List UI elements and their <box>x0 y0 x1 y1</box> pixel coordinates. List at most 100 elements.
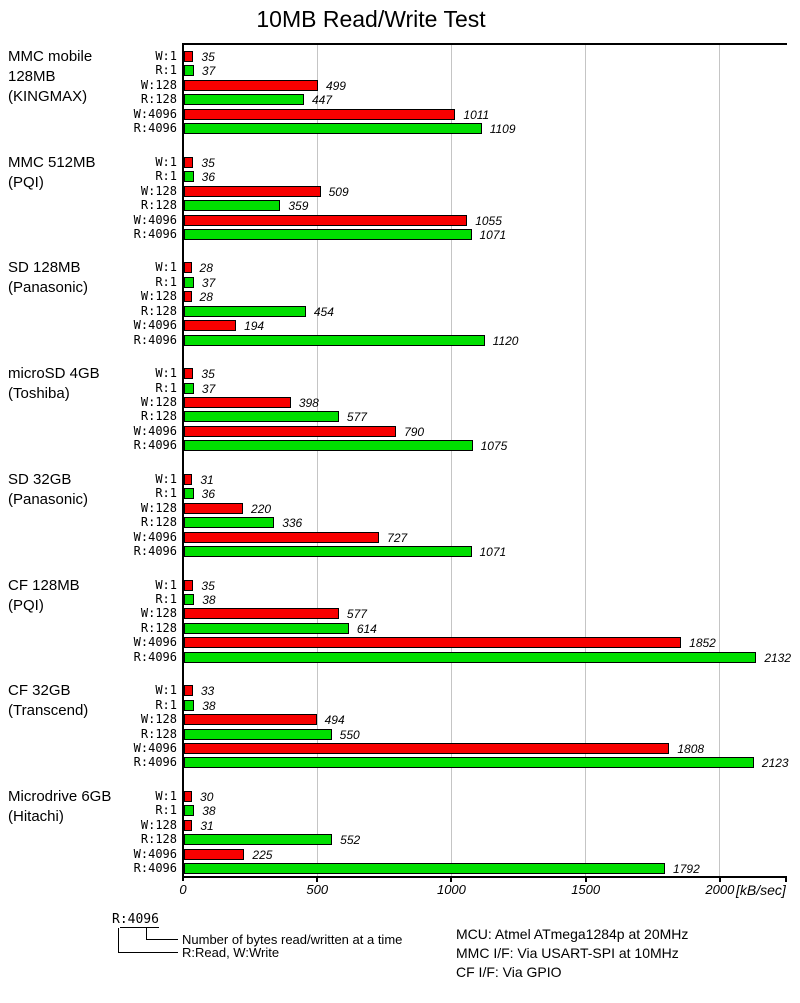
bar-value-label: 36 <box>201 487 216 502</box>
legend-sample-suffix: :4096 <box>119 912 159 928</box>
bar-row-label: R:1 <box>155 591 177 606</box>
bar-row-label: W:1 <box>155 788 177 803</box>
x-tick-1500 <box>584 878 587 882</box>
group-label-line: (Toshiba) <box>8 385 70 403</box>
bar-value-label: 552 <box>340 833 361 848</box>
bar-value-label: 577 <box>346 410 367 425</box>
bar-row-label: R:128 <box>140 726 177 741</box>
bar-read <box>184 488 194 500</box>
bar-read <box>184 411 339 423</box>
bar-value-label: 499 <box>325 78 346 93</box>
group-label-2: SD 128MB (Panasonic) <box>8 258 88 298</box>
bar-row-label: W:128 <box>140 77 177 92</box>
bar-value-label: 1011 <box>463 107 490 122</box>
bar-row-label: R:4096 <box>133 438 177 453</box>
bar-row-label: W:128 <box>140 183 177 198</box>
bar-write <box>184 685 193 697</box>
y-axis-line <box>182 43 184 881</box>
bar-read <box>184 805 195 817</box>
bar-read <box>184 276 194 288</box>
bar-read <box>184 440 473 452</box>
bar-write <box>184 743 670 754</box>
bar-value-label: 1071 <box>479 545 507 560</box>
bar-row-label: R:4096 <box>133 226 177 241</box>
x-tick-label-500: 500 <box>306 882 329 897</box>
bar-value-label: 1109 <box>489 122 516 137</box>
bar-read <box>184 228 472 240</box>
footer-info-mmc-if: MMC I/F: Via USART-SPI at 10MHz <box>456 945 679 961</box>
gridline-500 <box>316 45 318 876</box>
bar-row-label: R:1 <box>155 274 177 289</box>
bar-row-label: W:1 <box>155 366 177 381</box>
group-label-1: MMC 512MB (PQI) <box>8 153 96 193</box>
legend-connector-bytes-horizontal <box>146 939 178 940</box>
bar-row-label: W:128 <box>140 606 177 621</box>
bar-write <box>184 291 192 303</box>
x-tick-500 <box>316 878 319 882</box>
legend-note-rw: R:Read, W:Write <box>182 945 280 960</box>
group-label-line: CF 128MB <box>8 576 80 594</box>
bar-read <box>184 123 482 135</box>
footer-info-mcu: MCU: Atmel ATmega1284p at 20MHz <box>456 926 689 942</box>
bar-write <box>184 156 194 168</box>
legend-sample-prefix: R <box>112 912 120 927</box>
gridline-2000 <box>719 45 721 876</box>
bar-value-label: 1792 <box>673 862 700 877</box>
bar-read <box>184 171 194 183</box>
bar-row-label: R:1 <box>155 697 177 712</box>
bar-read <box>184 757 754 769</box>
group-label-line: 128MB <box>8 68 56 85</box>
bar-row-label: W:1 <box>155 471 177 486</box>
bar-row-label: W:1 <box>155 577 177 592</box>
bar-write <box>184 608 339 620</box>
bar-value-label: 35 <box>201 50 215 64</box>
bar-value-label: 38 <box>202 698 216 713</box>
legend-sample-label: R:4096 <box>112 912 159 928</box>
group-label-line: SD 128MB <box>8 259 81 277</box>
footer-info: MCU: Atmel ATmega1284p at 20MHz MMC I/F:… <box>456 925 688 982</box>
bar-read <box>184 834 333 846</box>
x-axis-line <box>183 876 787 878</box>
bar-value-label: 31 <box>200 472 214 487</box>
group-label-line: (Transcend) <box>8 702 89 720</box>
group-label-line: (Panasonic) <box>8 490 89 508</box>
bar-row-label: W:4096 <box>133 635 177 650</box>
bar-row-label: W:128 <box>140 500 177 515</box>
x-tick-1000 <box>450 878 453 882</box>
bar-write <box>184 368 194 380</box>
bar-write <box>184 714 317 726</box>
bar-value-label: 1055 <box>475 213 502 228</box>
group-label-7: Microdrive 6GB (Hitachi) <box>8 787 111 827</box>
group-label-3: microSD 4GB (Toshiba) <box>8 364 100 404</box>
bar-write <box>184 79 318 91</box>
bar-value-label: 38 <box>202 592 216 607</box>
bar-row-label: W:128 <box>140 817 177 832</box>
group-label-6: CF 32GB (Transcend) <box>8 681 88 721</box>
group-label-0: MMC mobile 128MB (KINGMAX) <box>8 47 92 107</box>
bar-value-label: 194 <box>244 319 265 334</box>
group-label-line: (Panasonic) <box>8 279 89 297</box>
bar-read <box>184 94 304 106</box>
bar-value-label: 336 <box>282 516 303 531</box>
bar-row-label: W:4096 <box>133 423 177 438</box>
bar-value-label: 37 <box>201 275 216 290</box>
bar-row-label: W:4096 <box>133 212 177 227</box>
bar-row-label: W:1 <box>155 154 177 169</box>
group-label-5: CF 128MB (PQI) <box>8 576 80 616</box>
bar-read <box>184 593 195 605</box>
bar-write <box>184 185 321 197</box>
bar-value-label: 454 <box>313 304 334 319</box>
bar-read <box>184 728 332 740</box>
bar-row-label: R:1 <box>155 486 177 501</box>
chart-title: 10MB Read/Write Test <box>256 6 486 32</box>
bar-read <box>184 334 485 346</box>
bar-read <box>184 65 194 77</box>
bar-value-label: 35 <box>201 155 215 170</box>
bar-write <box>184 473 193 485</box>
bar-row-label: W:1 <box>155 49 177 63</box>
bar-value-label: 727 <box>387 530 408 545</box>
bar-row-label: R:1 <box>155 803 177 818</box>
legend-connector-rw-vertical <box>118 928 119 953</box>
bar-write <box>184 502 244 514</box>
